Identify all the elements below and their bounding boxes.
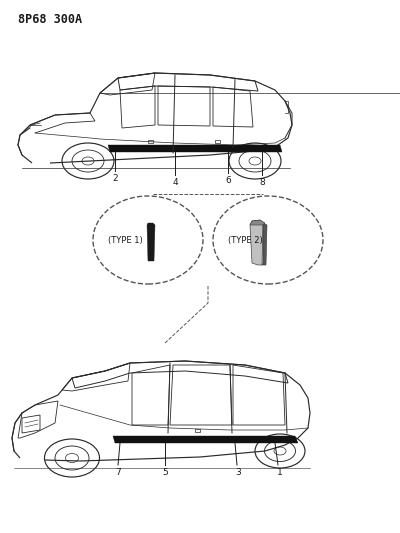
Text: 5: 5 [162, 468, 168, 477]
Polygon shape [262, 223, 267, 265]
Polygon shape [113, 436, 298, 443]
Polygon shape [250, 220, 263, 265]
Text: 8P68 300A: 8P68 300A [18, 13, 82, 26]
Polygon shape [250, 220, 265, 225]
Text: 7: 7 [115, 468, 121, 477]
Text: (TYPE 2): (TYPE 2) [228, 236, 263, 245]
Text: 3: 3 [235, 468, 241, 477]
Text: 1: 1 [277, 468, 283, 477]
Text: (TYPE 1): (TYPE 1) [108, 236, 143, 245]
Text: 4: 4 [172, 178, 178, 187]
Text: 6: 6 [225, 176, 231, 185]
Polygon shape [108, 145, 282, 152]
Text: 8: 8 [259, 178, 265, 187]
Text: 2: 2 [112, 174, 118, 183]
Polygon shape [147, 223, 155, 261]
